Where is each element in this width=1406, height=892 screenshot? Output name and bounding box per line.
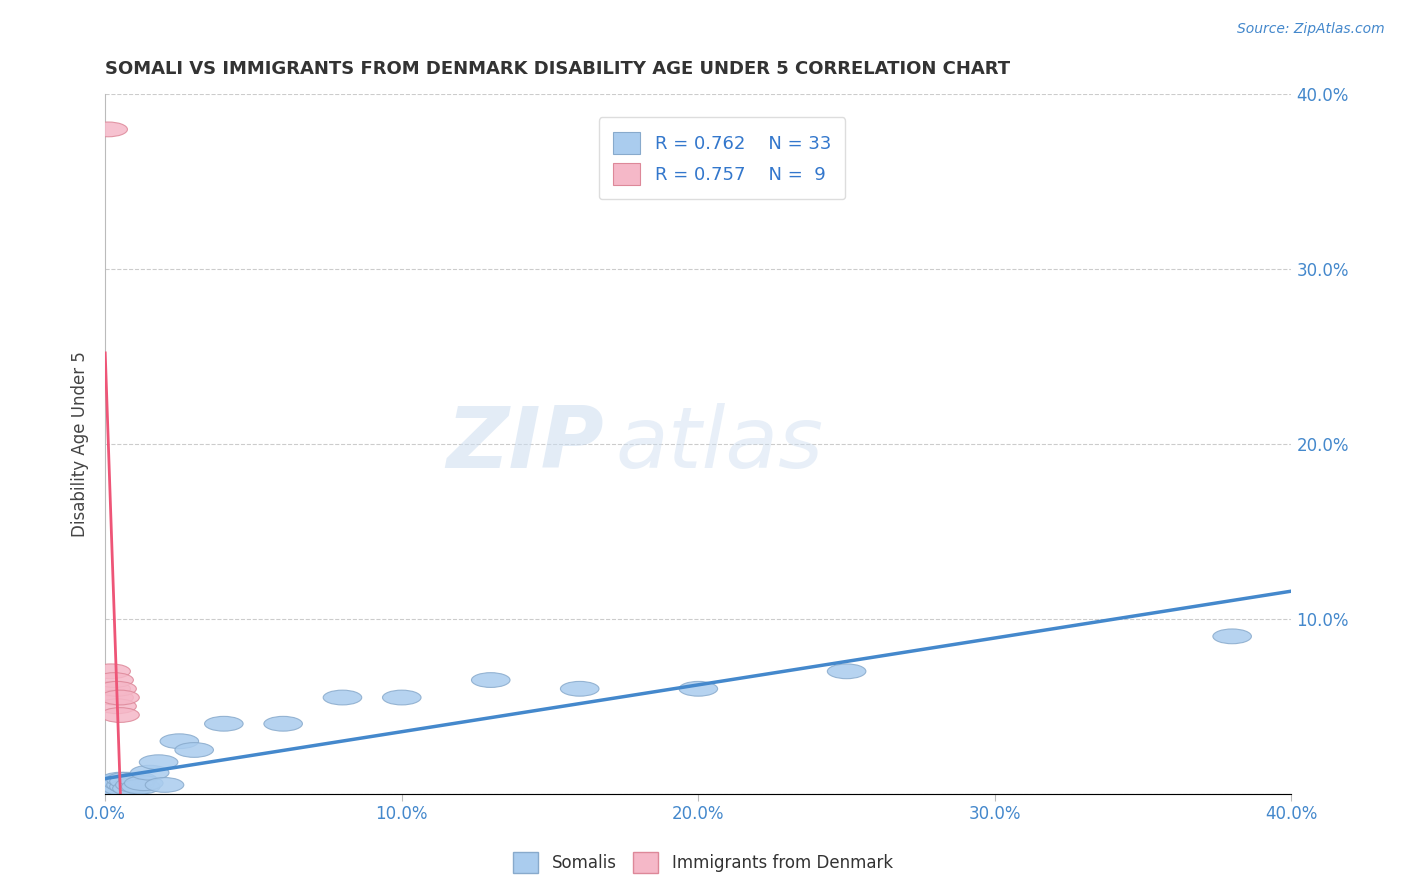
Ellipse shape (94, 778, 134, 792)
Ellipse shape (323, 690, 361, 705)
Ellipse shape (145, 778, 184, 792)
Ellipse shape (101, 690, 139, 705)
Ellipse shape (107, 772, 145, 787)
Ellipse shape (104, 776, 142, 790)
Ellipse shape (91, 681, 131, 696)
Text: SOMALI VS IMMIGRANTS FROM DENMARK DISABILITY AGE UNDER 5 CORRELATION CHART: SOMALI VS IMMIGRANTS FROM DENMARK DISABI… (105, 60, 1011, 78)
Ellipse shape (91, 664, 131, 679)
Ellipse shape (115, 778, 155, 792)
Ellipse shape (104, 781, 142, 796)
Ellipse shape (110, 780, 148, 794)
Ellipse shape (110, 774, 148, 789)
Text: atlas: atlas (616, 402, 824, 485)
Ellipse shape (1213, 629, 1251, 644)
Ellipse shape (174, 742, 214, 757)
Ellipse shape (118, 772, 157, 787)
Ellipse shape (101, 772, 139, 787)
Legend: Somalis, Immigrants from Denmark: Somalis, Immigrants from Denmark (506, 846, 900, 880)
Ellipse shape (160, 734, 198, 748)
Text: ZIP: ZIP (446, 402, 603, 485)
Ellipse shape (679, 681, 717, 696)
Ellipse shape (131, 765, 169, 780)
Ellipse shape (121, 780, 160, 794)
Legend: R = 0.762    N = 33, R = 0.757    N =  9: R = 0.762 N = 33, R = 0.757 N = 9 (599, 118, 845, 200)
Ellipse shape (139, 755, 179, 770)
Ellipse shape (264, 716, 302, 731)
Ellipse shape (382, 690, 420, 705)
Ellipse shape (204, 716, 243, 731)
Ellipse shape (89, 122, 128, 136)
Ellipse shape (94, 783, 134, 797)
Ellipse shape (98, 699, 136, 714)
Ellipse shape (101, 707, 139, 723)
Ellipse shape (125, 776, 163, 790)
Ellipse shape (101, 780, 139, 794)
Ellipse shape (471, 673, 510, 688)
Ellipse shape (94, 673, 134, 688)
Y-axis label: Disability Age Under 5: Disability Age Under 5 (72, 351, 89, 537)
Ellipse shape (89, 780, 128, 794)
Text: Source: ZipAtlas.com: Source: ZipAtlas.com (1237, 22, 1385, 37)
Ellipse shape (112, 781, 152, 796)
Ellipse shape (98, 781, 136, 796)
Ellipse shape (561, 681, 599, 696)
Ellipse shape (98, 681, 136, 696)
Ellipse shape (827, 664, 866, 679)
Ellipse shape (91, 776, 131, 790)
Ellipse shape (107, 778, 145, 792)
Ellipse shape (98, 774, 136, 789)
Ellipse shape (94, 690, 134, 705)
